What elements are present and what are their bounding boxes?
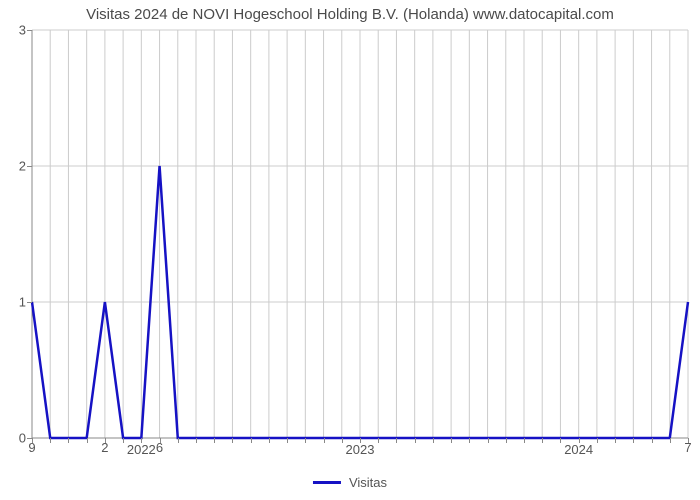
plot-svg — [32, 30, 688, 438]
x-tick-mark — [633, 438, 634, 443]
x-tick-mark — [488, 438, 489, 443]
x-tick-mark — [214, 438, 215, 443]
x-tick-mark — [670, 438, 671, 443]
y-tick-mark — [27, 30, 32, 31]
x-tick-mark — [378, 438, 379, 443]
legend-label: Visitas — [349, 475, 387, 490]
x-tick-mark — [178, 438, 179, 443]
x-tick-mark — [87, 438, 88, 443]
value-label: 2 — [101, 440, 108, 455]
y-tick-mark — [27, 302, 32, 303]
legend-swatch — [313, 481, 341, 484]
x-tick-mark — [560, 438, 561, 443]
x-tick-mark — [123, 438, 124, 443]
legend: Visitas — [313, 475, 387, 490]
x-tick-mark — [415, 438, 416, 443]
chart-container: Visitas 2024 de NOVI Hogeschool Holding … — [0, 0, 700, 500]
x-tick-mark — [287, 438, 288, 443]
value-label: 9 — [28, 440, 35, 455]
x-tick-mark — [305, 438, 306, 443]
x-tick-mark — [451, 438, 452, 443]
x-tick-label: 2024 — [564, 438, 593, 457]
x-tick-mark — [433, 438, 434, 443]
x-tick-mark — [597, 438, 598, 443]
x-tick-mark — [232, 438, 233, 443]
x-tick-mark — [542, 438, 543, 443]
x-tick-mark — [269, 438, 270, 443]
x-tick-mark — [469, 438, 470, 443]
plot-area: 01232022202320249267 — [32, 30, 688, 438]
chart-title: Visitas 2024 de NOVI Hogeschool Holding … — [0, 6, 700, 23]
x-tick-mark — [342, 438, 343, 443]
x-tick-label: 2022 — [127, 438, 156, 457]
x-tick-mark — [196, 438, 197, 443]
x-tick-mark — [396, 438, 397, 443]
x-tick-mark — [506, 438, 507, 443]
value-label: 7 — [684, 440, 691, 455]
x-tick-mark — [524, 438, 525, 443]
x-tick-mark — [68, 438, 69, 443]
x-tick-mark — [324, 438, 325, 443]
x-tick-label: 2023 — [346, 438, 375, 457]
y-tick-mark — [27, 166, 32, 167]
x-tick-mark — [251, 438, 252, 443]
x-tick-mark — [50, 438, 51, 443]
value-label: 6 — [156, 440, 163, 455]
x-tick-mark — [652, 438, 653, 443]
x-tick-mark — [615, 438, 616, 443]
